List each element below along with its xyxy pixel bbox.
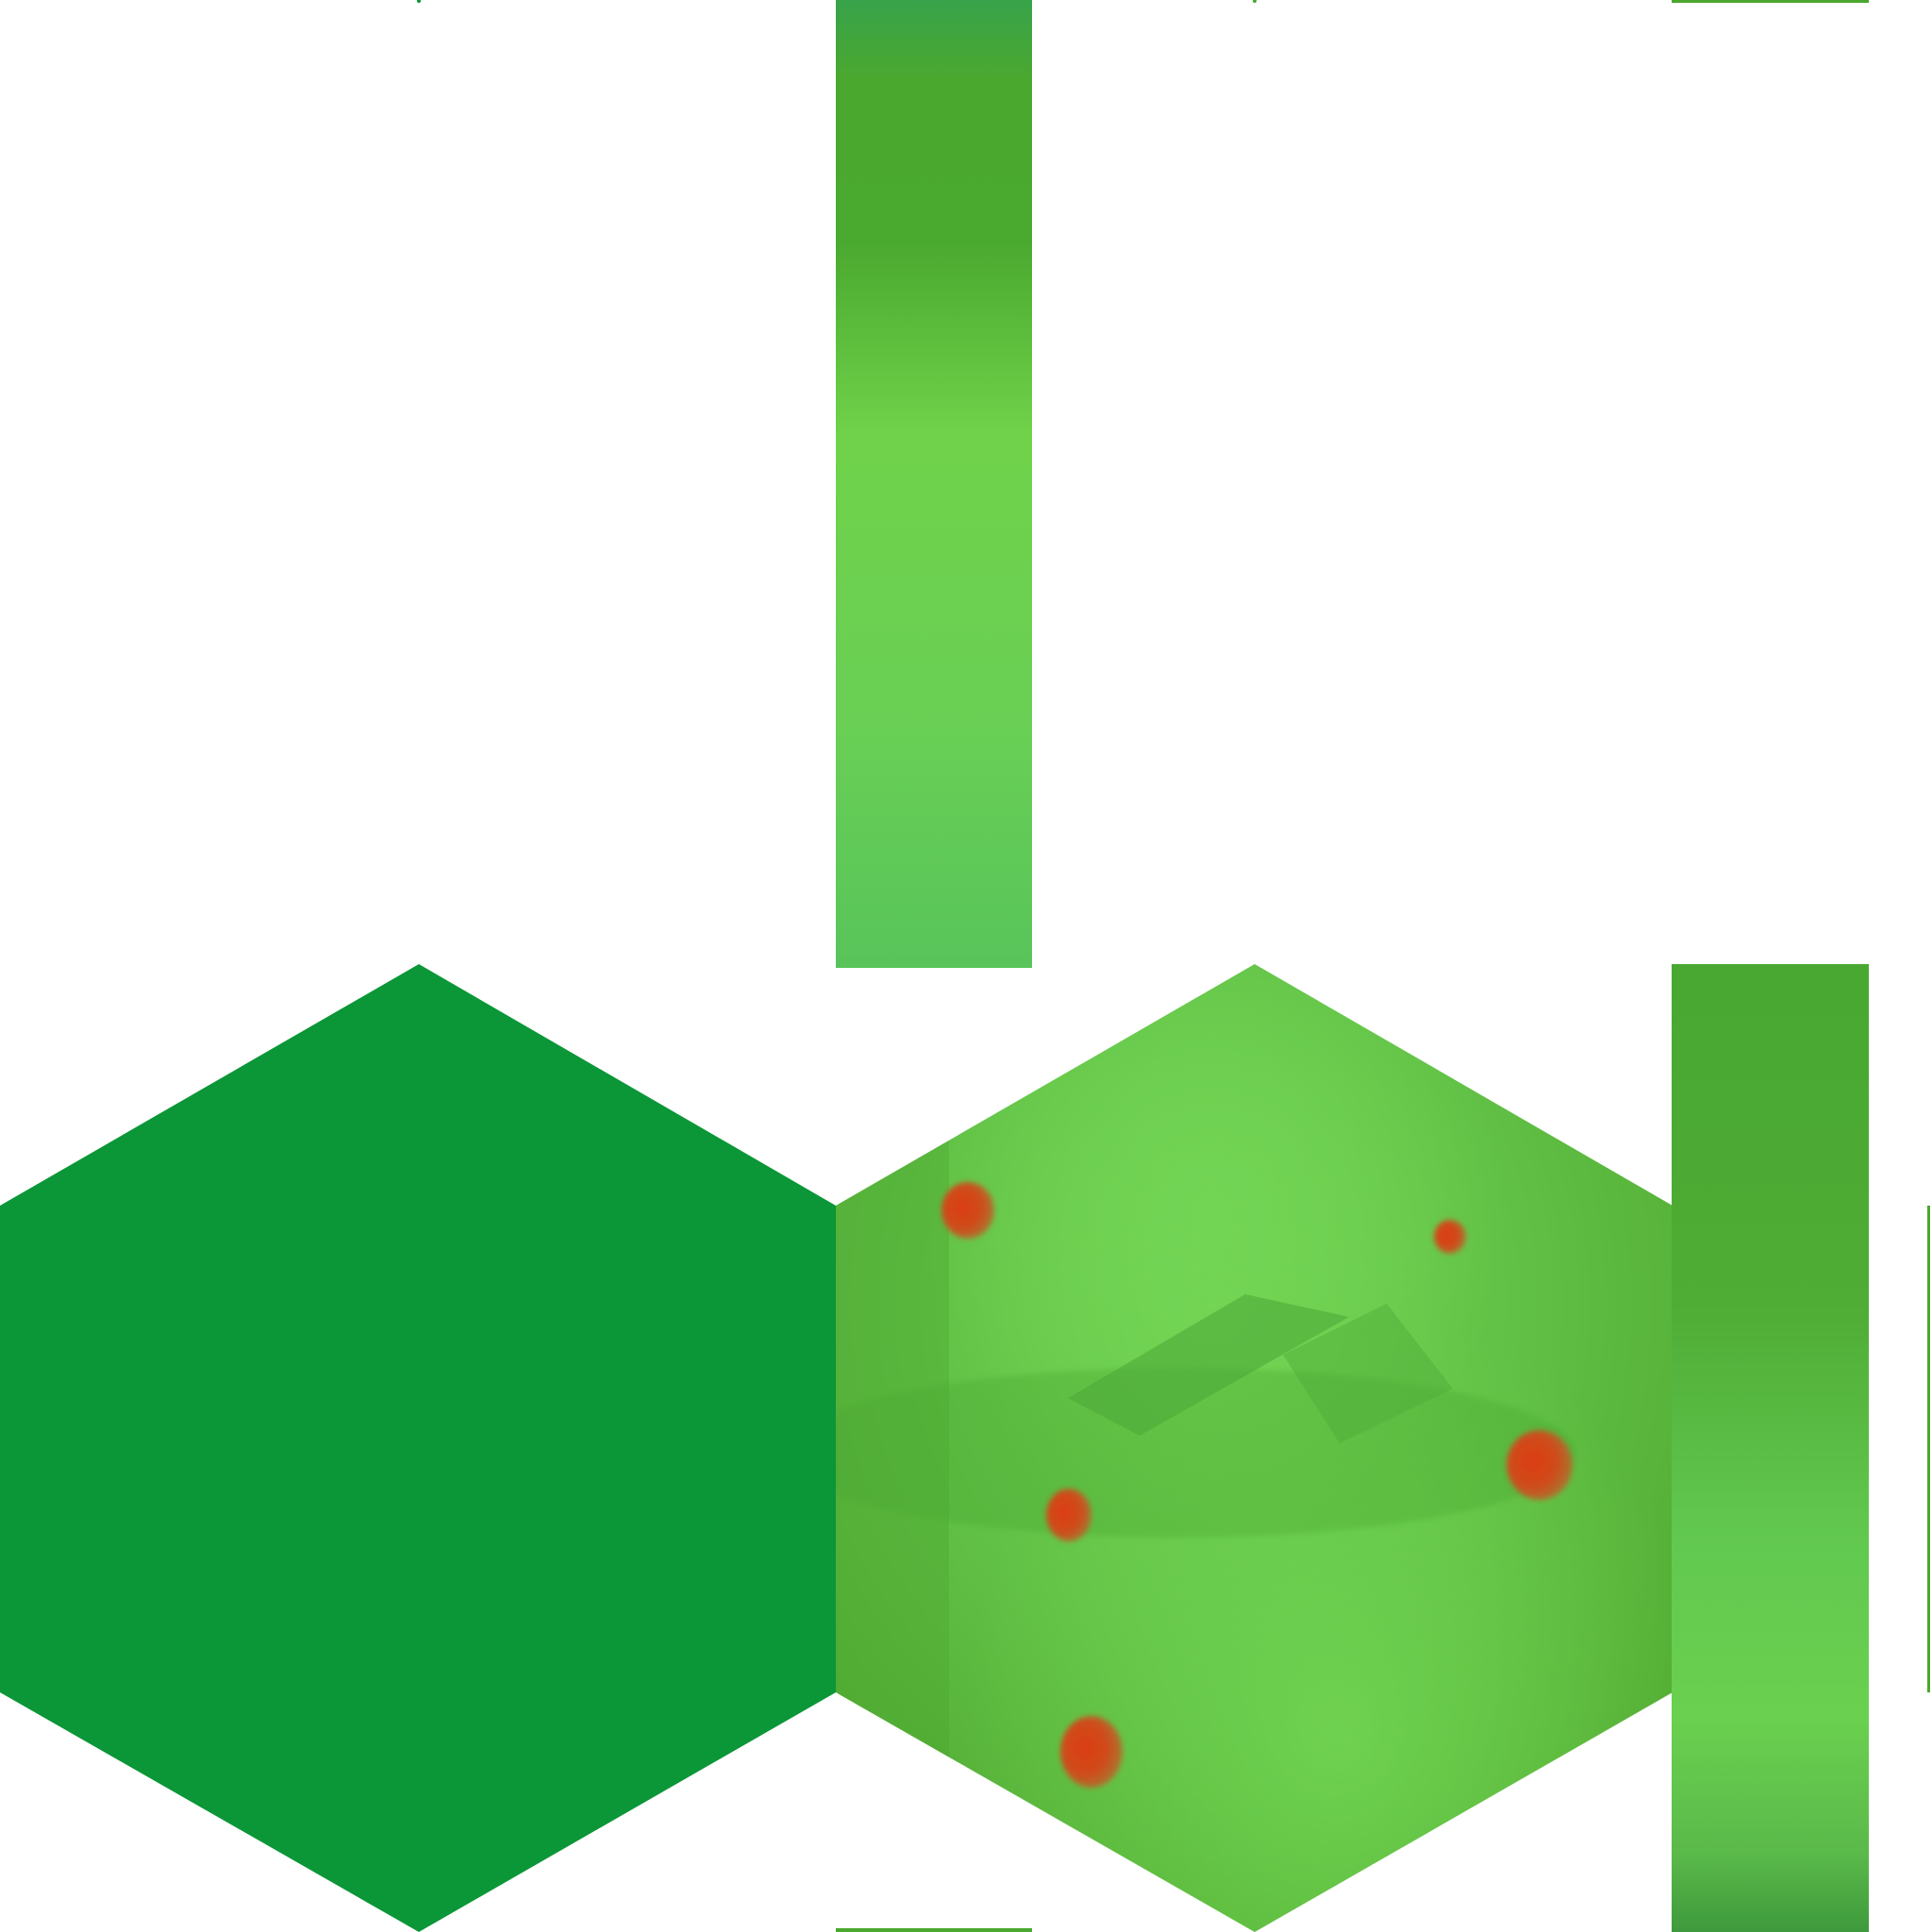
flower-icon <box>1046 1489 1091 1541</box>
edge-mark <box>417 0 421 3</box>
hex-tile-grass <box>836 964 1673 1932</box>
flower-icon <box>941 1182 994 1239</box>
pillar-tile-top-right-edge <box>1672 0 1869 3</box>
pillar-tile-top <box>836 0 1032 968</box>
edge-line <box>1927 1206 1930 1692</box>
flower-icon <box>1060 1716 1123 1788</box>
pillar-tile-right <box>1672 964 1869 1932</box>
hex-tile-solid <box>0 964 836 1932</box>
flower-icon <box>1507 1430 1573 1500</box>
flower-icon <box>1434 1220 1466 1254</box>
edge-mark <box>1253 0 1257 3</box>
pillar-tile-bottom-edge <box>836 1928 1032 1932</box>
